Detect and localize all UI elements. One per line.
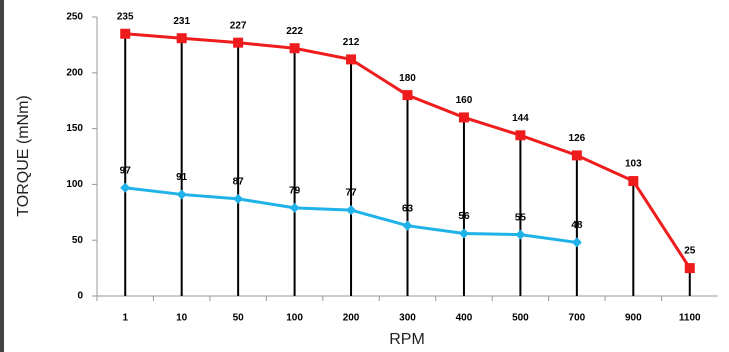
marker: [684, 263, 695, 274]
x-tick-label: 50: [233, 313, 245, 324]
x-tick-label: 10: [176, 313, 188, 324]
marker: [233, 37, 244, 48]
marker: [120, 28, 131, 39]
marker: [176, 189, 187, 200]
data-label: 79: [289, 185, 301, 196]
marker: [176, 33, 187, 44]
marker: [515, 229, 526, 240]
marker: [289, 202, 300, 213]
data-label: 227: [230, 20, 247, 31]
marker: [346, 54, 357, 65]
marker: [628, 176, 639, 187]
data-label: 56: [458, 211, 470, 222]
x-tick-label: 100: [286, 313, 303, 324]
data-label: 48: [571, 220, 583, 231]
data-label: 212: [343, 37, 360, 48]
data-label: 77: [345, 188, 357, 199]
marker: [458, 228, 469, 239]
x-tick-label: 1: [122, 313, 128, 324]
data-label: 87: [233, 177, 245, 188]
y-tick-label: 150: [66, 123, 83, 134]
marker: [120, 182, 131, 193]
data-label: 144: [512, 113, 529, 124]
y-tick-label: 0: [77, 291, 83, 302]
marker: [402, 220, 413, 231]
data-label: 63: [402, 203, 414, 214]
y-tick-label: 250: [66, 12, 83, 23]
data-label: 180: [399, 73, 416, 84]
data-label: 25: [684, 246, 696, 257]
marker: [458, 112, 469, 123]
marker: [571, 237, 582, 248]
y-tick-label: 100: [66, 179, 83, 190]
data-label: 222: [286, 26, 303, 37]
x-tick-label: 400: [456, 313, 473, 324]
data-label: 235: [117, 11, 134, 22]
data-label: 97: [120, 165, 132, 176]
marker: [515, 130, 526, 141]
left-edge: [0, 0, 4, 352]
y-tick-label: 200: [66, 67, 83, 78]
x-tick-label: 300: [399, 313, 416, 324]
x-tick-label: 700: [569, 313, 586, 324]
x-tick-label: 500: [512, 313, 529, 324]
y-axis-label: TORQUE (mNm): [15, 95, 32, 216]
data-label: 160: [456, 95, 473, 106]
data-label: 231: [173, 16, 190, 27]
data-label: 126: [569, 133, 586, 144]
marker: [571, 150, 582, 161]
marker: [233, 193, 244, 204]
marker: [289, 43, 300, 54]
x-axis-label: RPM: [389, 331, 425, 348]
x-tick-label: 200: [343, 313, 360, 324]
marker: [402, 90, 413, 101]
x-tick-label: 900: [625, 313, 642, 324]
data-label: 103: [625, 159, 642, 170]
marker: [346, 205, 357, 216]
data-label: 91: [176, 172, 188, 183]
x-tick-label: 1100: [679, 313, 701, 324]
data-label: 55: [515, 212, 527, 223]
y-tick-label: 50: [72, 235, 84, 246]
